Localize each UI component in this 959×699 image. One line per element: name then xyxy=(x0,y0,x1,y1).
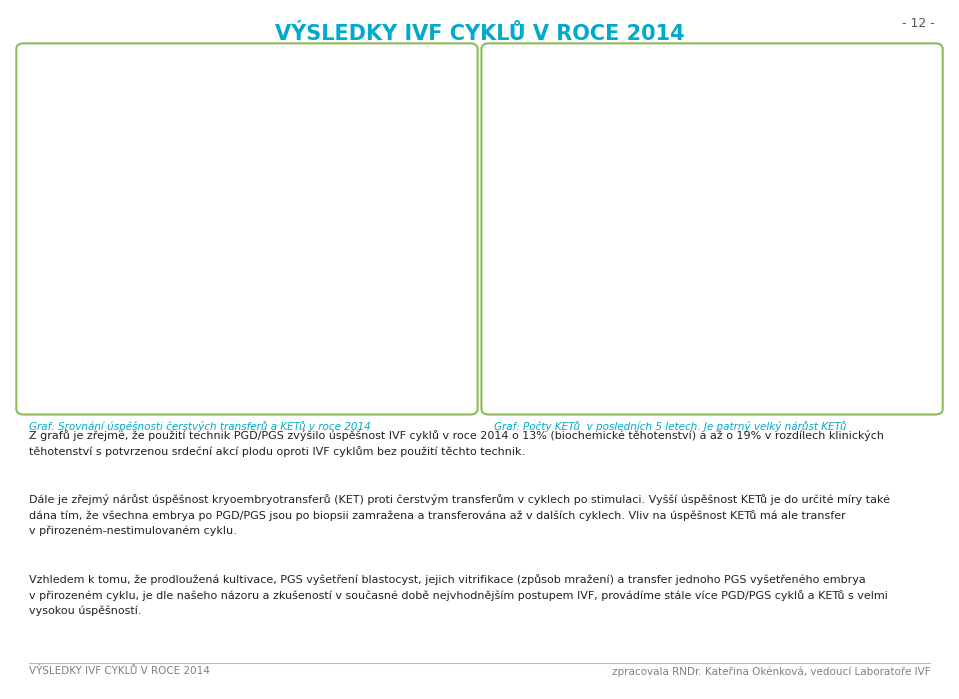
Text: Graf: Počty KETů  v posledních 5 letech. Je patrný velký nárůst KETů: Graf: Počty KETů v posledních 5 letech. … xyxy=(494,421,847,433)
Text: zpracovala RNDr. Kateřina Okénková, vedoucí Laboratoře IVF: zpracovala RNDr. Kateřina Okénková, vedo… xyxy=(612,666,930,677)
Text: Vzhledem k tomu, že prodloužená kultivace, PGS vyšetření blastocyst, jejich vitr: Vzhledem k tomu, že prodloužená kultivac… xyxy=(29,575,888,617)
Bar xyxy=(166,243,238,381)
Text: Z grafů je zřejmé, že použití technik PGD/PGS zvýšilo úspěšnost IVF cyklů v roce: Z grafů je zřejmé, že použití technik PG… xyxy=(29,430,884,456)
Text: Dále je zřejmý nárůst úspěšnost kryoembryotransferů (KET) proti čerstvým transfe: Dále je zřejmý nárůst úspěšnost kryoembr… xyxy=(29,494,890,536)
Bar xyxy=(94,201,166,381)
Bar xyxy=(299,139,371,381)
Legend: počty KETů: počty KETů xyxy=(681,42,777,62)
Bar xyxy=(371,189,443,381)
Text: VÝSLEDKY IVF CYKLŮ V ROCE 2014: VÝSLEDKY IVF CYKLŮ V ROCE 2014 xyxy=(29,666,210,676)
Legend: biochemické těhotenství, klinické těhotenství se srdeční akcí plodu: biochemické těhotenství, klinické těhote… xyxy=(35,42,430,61)
Text: Graf: Srovnání úspěšnosti čerstvých transferů a KETů v roce 2014: Graf: Srovnání úspěšnosti čerstvých tran… xyxy=(29,421,370,433)
Text: - 12 -: - 12 - xyxy=(902,17,935,31)
Text: VÝSLEDKY IVF CYKLŮ V ROCE 2014: VÝSLEDKY IVF CYKLŮ V ROCE 2014 xyxy=(274,24,685,45)
